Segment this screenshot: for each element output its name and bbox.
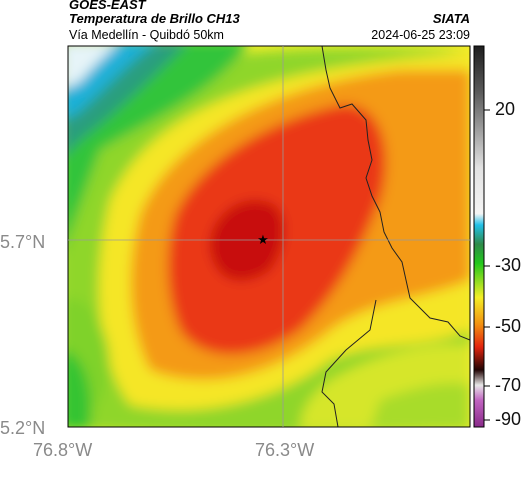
map-frame xyxy=(67,45,471,428)
colorbar-tick-20: 20 xyxy=(495,99,516,119)
colorbar-tick-neg30: -30 xyxy=(495,255,522,275)
satellite-name: GOES-EAST xyxy=(69,0,146,12)
brand-label: SIATA xyxy=(432,11,470,26)
colorbar-tick-neg90: -90 xyxy=(495,409,522,429)
colorbar-tick-neg70: -70 xyxy=(495,375,522,395)
product-title: Temperatura de Brillo CH13 xyxy=(69,11,240,26)
latitude-label-5-7: 5.7°N xyxy=(0,232,46,252)
colorbar xyxy=(473,45,485,428)
longitude-label-76-8: 76.8°W xyxy=(33,440,93,460)
route-label: Vía Medellín - Quibdó 50km xyxy=(69,28,224,42)
latitude-label-5-2: 5.2°N xyxy=(0,418,46,438)
datetime-label: 2024-06-25 23:09 xyxy=(371,28,470,42)
longitude-label-76-3: 76.3°W xyxy=(255,440,315,460)
brightness-temperature-field xyxy=(68,46,470,427)
city-marker-star-icon: ★ xyxy=(257,232,269,247)
colorbar-tick-neg50: -50 xyxy=(495,316,522,336)
